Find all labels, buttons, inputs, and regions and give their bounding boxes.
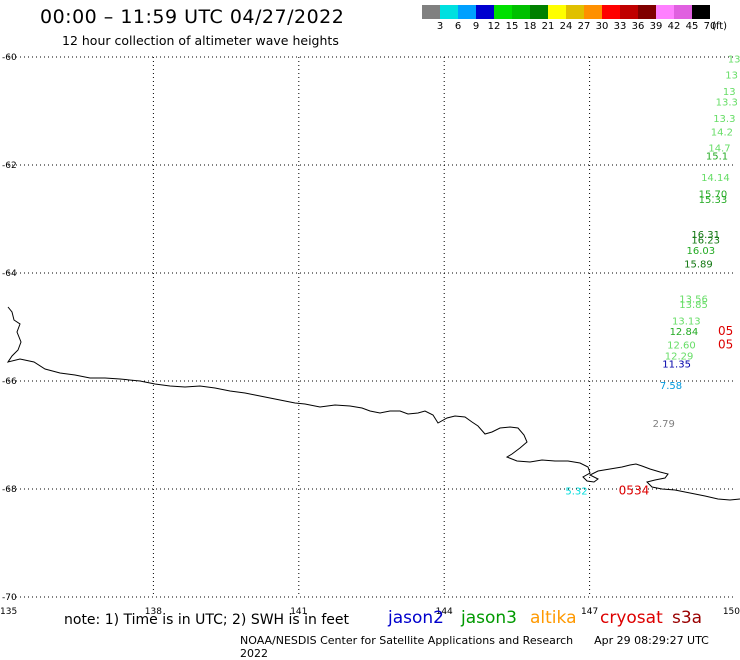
legend-swatch bbox=[548, 5, 566, 19]
wave-height-label: 05 bbox=[718, 338, 733, 352]
legend-label: 45 bbox=[685, 21, 699, 32]
legend-swatch bbox=[566, 5, 584, 19]
wave-height-label: 15.89 bbox=[684, 260, 713, 271]
lat-tick-label: -62 bbox=[2, 161, 17, 171]
lat-tick-label: -64 bbox=[2, 269, 17, 279]
legend-swatch bbox=[476, 5, 494, 19]
satellite-jason2: jason2 bbox=[388, 608, 444, 628]
wave-height-label: 15.33 bbox=[699, 195, 728, 206]
antarctic-coastline bbox=[6, 306, 740, 501]
legend-swatch bbox=[440, 5, 458, 19]
wave-height-label: 12.29 bbox=[665, 351, 694, 362]
legend-label: 15 bbox=[505, 21, 519, 32]
map-grid: -60 -62 -64 -66 -68 -70 135 138 141 144 147 150 bbox=[0, 53, 740, 617]
wave-height-label: 16.23 bbox=[691, 235, 720, 246]
wave-height-label: 13.13 bbox=[672, 316, 701, 327]
legend-label: 36 bbox=[631, 21, 645, 32]
page-subtitle: 12 hour collection of altimeter wave hei… bbox=[62, 33, 339, 48]
footer-credit: NOAA/NESDIS Center for Satellite Applica… bbox=[240, 634, 740, 660]
legend-label: 6 bbox=[454, 21, 462, 32]
legend-label: 70 bbox=[703, 21, 717, 32]
lat-tick-label: -68 bbox=[2, 485, 17, 495]
wave-height-label: 16.31 bbox=[691, 230, 720, 241]
legend-label: 18 bbox=[523, 21, 537, 32]
satellite-cryosat: cryosat bbox=[600, 608, 663, 628]
wave-height-label: 13.3 bbox=[716, 98, 738, 109]
legend-swatch bbox=[422, 5, 440, 19]
lat-tick-label: -66 bbox=[2, 377, 17, 387]
legend-swatch bbox=[692, 5, 710, 19]
credit-text: NOAA/NESDIS Center for Satellite Applica… bbox=[240, 634, 574, 647]
page-title: 00:00 – 11:59 UTC 04/27/2022 bbox=[40, 6, 345, 28]
satellite-jason3: jason3 bbox=[461, 608, 517, 628]
wave-height-label: 14.14 bbox=[701, 173, 730, 184]
lat-tick-label: -70 bbox=[2, 593, 17, 603]
legend-label: 3 bbox=[436, 21, 444, 32]
legend-label: 21 bbox=[541, 21, 555, 32]
legend-label: 24 bbox=[559, 21, 573, 32]
wave-height-label: 12.84 bbox=[670, 327, 699, 338]
wave-height-label: 13.56 bbox=[679, 295, 708, 306]
wave-height-label: 13.85 bbox=[679, 300, 708, 311]
legend-unit: (ft) bbox=[712, 21, 728, 32]
wave-height-label: 15.70 bbox=[699, 189, 728, 200]
satellite-s3a: s3a bbox=[672, 608, 703, 628]
wave-height-label: 14.2 bbox=[711, 127, 733, 138]
wave-height-label: 2.79 bbox=[653, 419, 675, 430]
legend-label: 33 bbox=[613, 21, 627, 32]
legend-swatch bbox=[458, 5, 476, 19]
color-legend: 3 6 9 12 15 18 21 24 27 30 33 36 39 42 45 70 (ft) bbox=[422, 5, 740, 35]
wave-height-label: 12.60 bbox=[667, 341, 696, 352]
wave-height-label: 0534 bbox=[619, 483, 650, 497]
lat-tick-label: -60 bbox=[2, 53, 17, 63]
legend-swatch bbox=[584, 5, 602, 19]
wave-height-label: 16.03 bbox=[687, 246, 716, 257]
legend-swatch bbox=[638, 5, 656, 19]
legend-swatch bbox=[620, 5, 638, 19]
wave-height-label: 14.7 bbox=[708, 144, 730, 155]
wave-height-label: 13.3 bbox=[713, 114, 735, 125]
wave-height-label: 13 bbox=[723, 87, 736, 98]
legend-swatch bbox=[656, 5, 674, 19]
legend-label: 12 bbox=[487, 21, 501, 32]
altimeter-observations: 13131313.313.314.214.715.114.1415.7015.3… bbox=[565, 54, 740, 497]
wave-height-label: 5.32 bbox=[565, 486, 587, 497]
lon-tick-label: 144 bbox=[436, 607, 453, 617]
wave-height-label: 05 bbox=[718, 324, 733, 338]
lon-tick-label: 135 bbox=[0, 607, 17, 617]
legend-swatch bbox=[512, 5, 530, 19]
legend-swatch bbox=[530, 5, 548, 19]
wave-height-label: 13 bbox=[725, 71, 738, 82]
legend-label: 42 bbox=[667, 21, 681, 32]
legend-swatch bbox=[494, 5, 512, 19]
wave-height-label: 7.58 bbox=[660, 381, 682, 392]
lon-tick-label: 141 bbox=[290, 607, 307, 617]
wave-height-label: 15.1 bbox=[706, 152, 728, 163]
legend-label: 30 bbox=[595, 21, 609, 32]
legend-swatch bbox=[674, 5, 692, 19]
legend-label: 39 bbox=[649, 21, 663, 32]
lon-tick-label: 150 bbox=[723, 607, 740, 617]
satellite-altika: altika bbox=[530, 608, 577, 628]
lon-tick-label: 147 bbox=[581, 607, 598, 617]
wave-height-label: 11.35 bbox=[662, 360, 691, 371]
legend-swatch bbox=[602, 5, 620, 19]
wave-height-label: 13 bbox=[728, 54, 740, 65]
legend-label: 27 bbox=[577, 21, 591, 32]
footer-note: note: 1) Time is in UTC; 2) SWH is in fe… bbox=[64, 612, 350, 628]
legend-label: 9 bbox=[472, 21, 480, 32]
lon-tick-label: 138 bbox=[145, 607, 162, 617]
